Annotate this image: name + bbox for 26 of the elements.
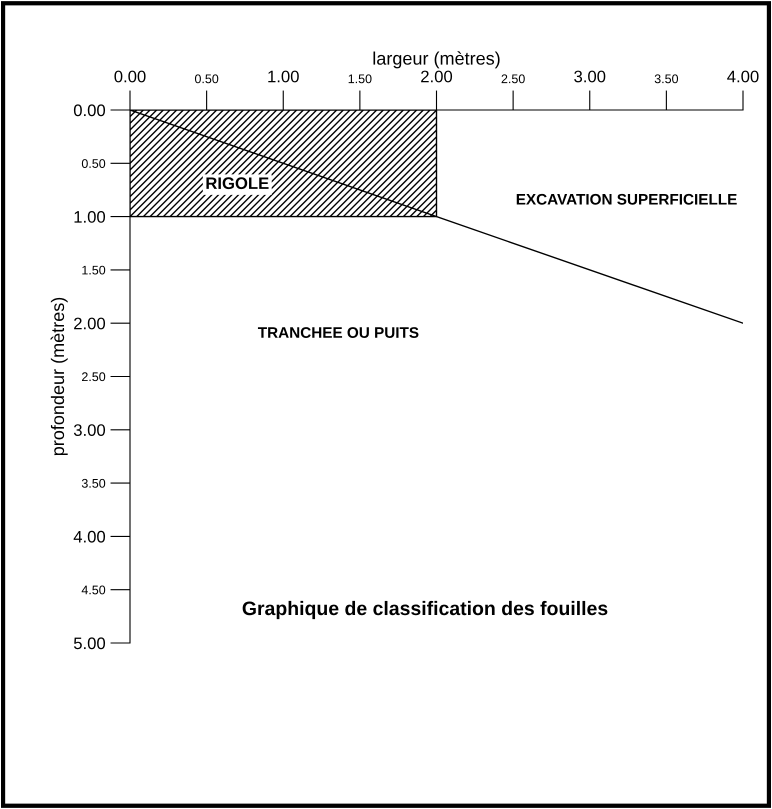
y-tick-label: 1.00 (74, 211, 106, 223)
x-tick-label: 2.00 (421, 70, 452, 82)
y-tick-label: 3.00 (74, 424, 106, 436)
y-tick-label: 4.50 (82, 586, 106, 594)
y-tick-label: 5.00 (74, 637, 106, 650)
series-label: RIGOLE (206, 177, 269, 190)
text: Graphique de classification des fouilles (242, 600, 608, 620)
x-tick-label: 1.50 (348, 74, 372, 84)
y-axis-title: profondeur (mètres) (50, 298, 68, 456)
x-tick-label: 3.50 (654, 74, 678, 84)
x-tick-label: 4.00 (727, 70, 759, 82)
x-tick-label: 3.00 (574, 70, 606, 82)
annotation: EXCAVATION SUPERFICIELLE (516, 194, 737, 205)
y-tick-label: 1.50 (82, 266, 106, 275)
x-tick-label: 0.50 (194, 74, 218, 84)
x-tick-label: 1.00 (268, 70, 299, 82)
annotation: TRANCHEE OU PUITS (258, 327, 418, 338)
y-tick-label: 2.50 (82, 372, 106, 382)
y-tick-label: 4.00 (74, 530, 106, 543)
x-tick-label: 2.50 (502, 74, 525, 84)
y-tick-label: 0.00 (74, 104, 106, 116)
y-tick-label: 0.50 (82, 159, 106, 168)
x-axis-title: largeur (mètres) (374, 51, 500, 68)
y-tick-label: 3.50 (82, 478, 106, 488)
x-tick-label: 0.00 (114, 70, 146, 82)
y-tick-label: 2.00 (74, 318, 106, 330)
